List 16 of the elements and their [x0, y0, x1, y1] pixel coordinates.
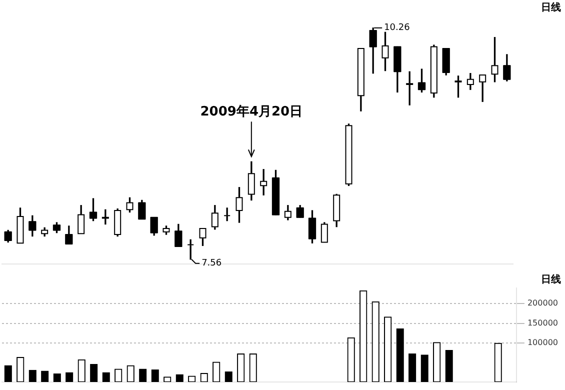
bar: [139, 368, 147, 382]
bar: [151, 370, 159, 382]
y-tick-label: 150000: [527, 318, 558, 328]
y-tick-label: 200000: [527, 298, 558, 308]
bar: [4, 365, 12, 382]
annotation: 2009年4月20日: [200, 104, 303, 120]
bar: [90, 364, 98, 382]
y-tick-label: 100000: [527, 338, 558, 347]
bar: [420, 354, 428, 382]
annotation: 10.26: [384, 23, 410, 34]
text: 日线: [541, 2, 561, 14]
bar: [445, 350, 453, 382]
annotation: 7.56: [202, 258, 222, 269]
bar: [396, 328, 404, 382]
bar: [408, 353, 416, 382]
text: 日线: [541, 274, 561, 286]
